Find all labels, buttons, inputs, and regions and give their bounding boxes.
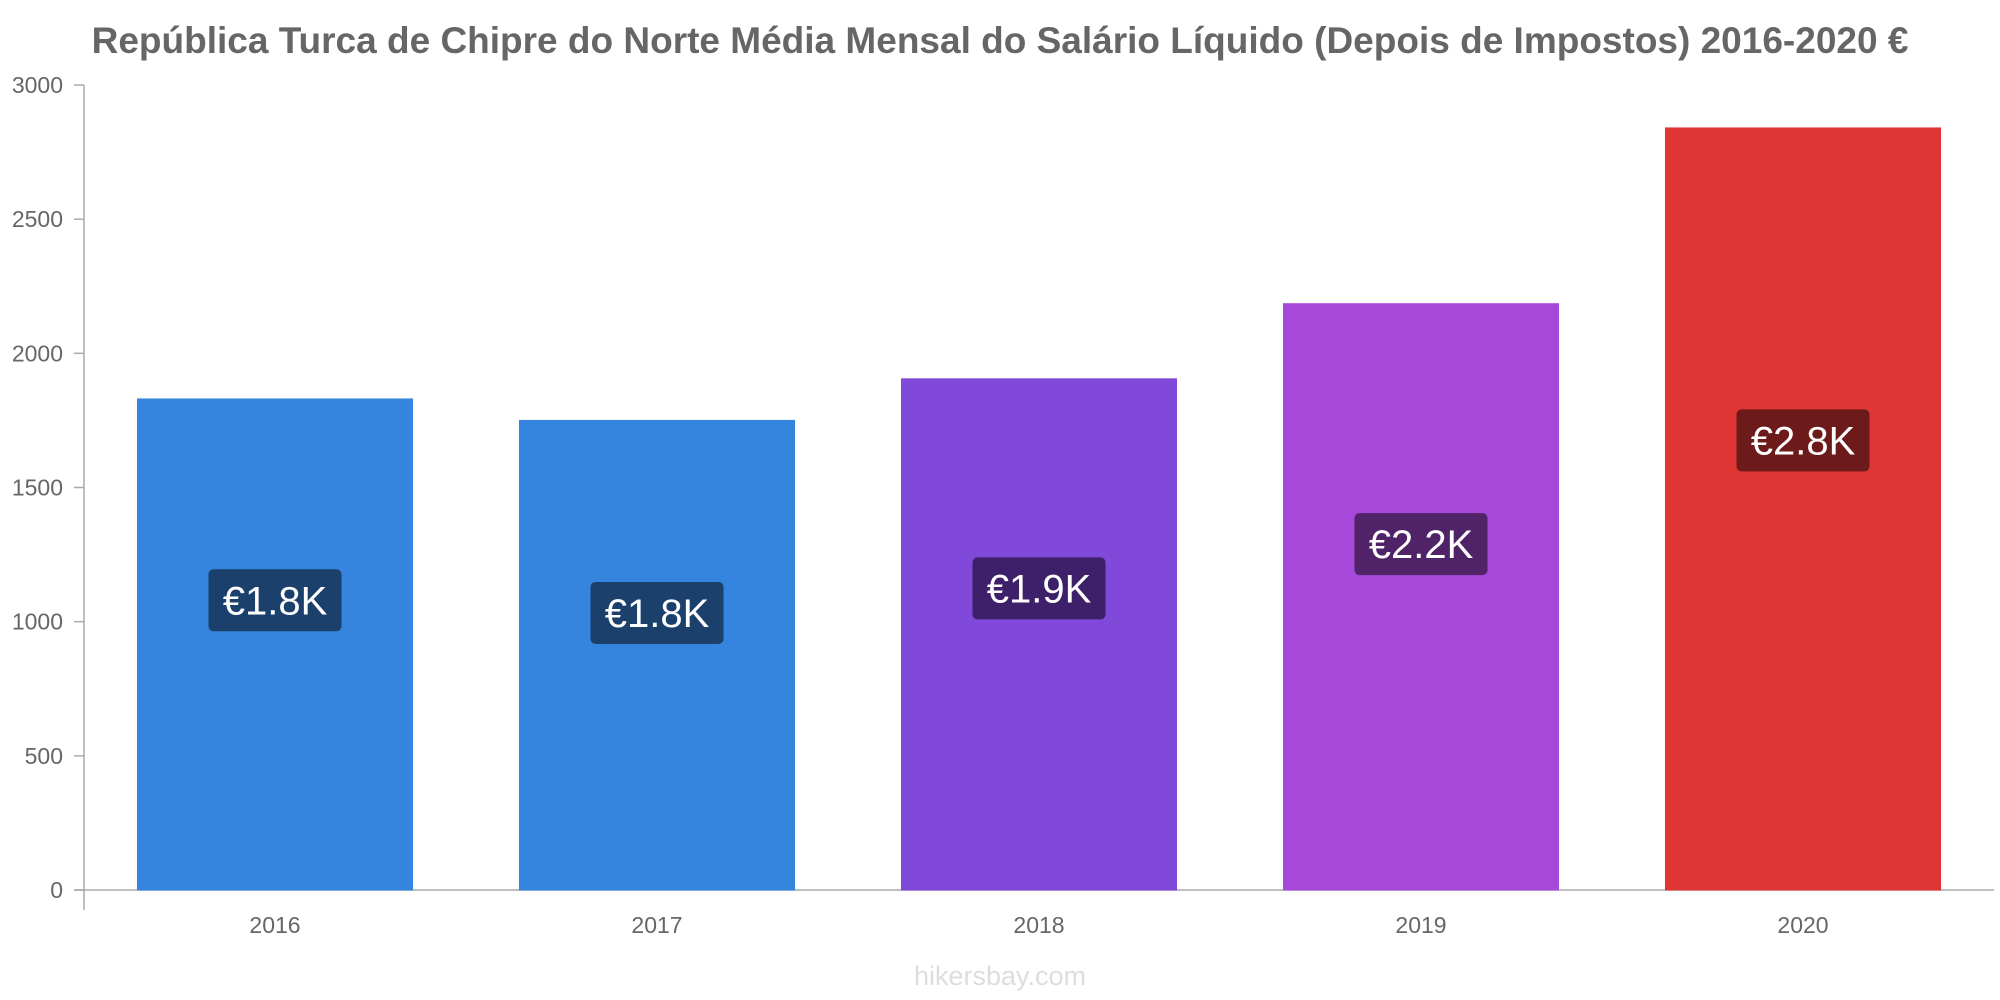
data-label-box (590, 581, 724, 644)
data-label-box (208, 569, 342, 632)
y-tick-label: 3000 (12, 72, 63, 98)
y-tick-label: 2000 (12, 340, 63, 366)
bar-2019 (1282, 303, 1560, 891)
y-tick-label: 1500 (12, 475, 63, 501)
bar-2018 (900, 378, 1178, 891)
bar-2016 (136, 398, 414, 891)
data-labels: €1.8K €1.8K €1.9K €2.2K €2.8K (208, 409, 1870, 644)
data-label: €1.8K (223, 579, 328, 623)
y-axis: 0 500 1000 1500 2000 2500 3000 (12, 72, 85, 910)
data-label: €1.9K (987, 567, 1092, 611)
x-tick-label: 2017 (631, 912, 682, 938)
data-label-box (972, 557, 1106, 620)
y-tick-label: 0 (50, 877, 63, 903)
watermark: hikersbay.com (914, 961, 1086, 991)
chart-title: República Turca de Chipre do Norte Média… (92, 20, 1909, 61)
bar-2020 (1664, 127, 1942, 891)
data-label: €2.2K (1369, 523, 1474, 567)
y-tick-label: 1000 (12, 609, 63, 635)
y-tick-label: 2500 (12, 206, 63, 232)
bars (136, 127, 1942, 891)
x-tick-label: 2019 (1395, 912, 1446, 938)
data-label-box (1736, 409, 1870, 472)
data-label: €1.8K (605, 592, 710, 636)
x-tick-label: 2016 (249, 912, 300, 938)
x-tick-label: 2018 (1013, 912, 1064, 938)
y-tick-label: 500 (25, 743, 63, 769)
x-tick-label: 2020 (1777, 912, 1828, 938)
data-label: €2.8K (1751, 419, 1856, 463)
bar-2017 (518, 419, 796, 891)
x-axis: 2016 2017 2018 2019 2020 (74, 889, 1994, 938)
data-label-box (1354, 513, 1488, 576)
